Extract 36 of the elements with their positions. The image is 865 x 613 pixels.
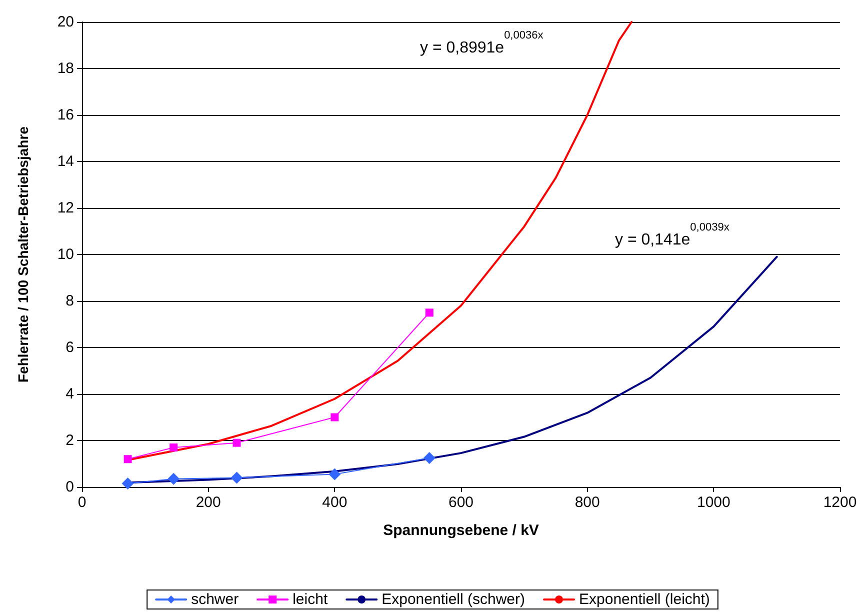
- y-tick-label: 18: [57, 60, 74, 77]
- y-tick-label: 10: [57, 246, 74, 263]
- point: [330, 413, 339, 422]
- annotation: y = 0,141e0,0039x: [615, 222, 730, 248]
- point: [423, 452, 436, 464]
- x-tick-label: 0: [78, 494, 86, 511]
- legend-label: Exponentiell (leicht): [579, 591, 710, 608]
- y-tick-label: 2: [66, 432, 74, 449]
- x-tick-label: 1000: [696, 494, 730, 511]
- x-axis-title: Spannungsebene / kV: [383, 522, 539, 539]
- point: [122, 478, 134, 490]
- x-tick-label: 400: [322, 494, 348, 511]
- annotation: y = 0,8991e0,0036x: [420, 30, 544, 56]
- y-tick-label: 4: [66, 386, 74, 402]
- y-tick-label: 6: [66, 339, 74, 356]
- x-tick-label: 1200: [823, 494, 857, 511]
- point: [425, 308, 434, 317]
- y-tick-label: 14: [57, 153, 74, 170]
- y-tick-label: 0: [66, 478, 74, 496]
- y-tick-label: 16: [57, 106, 74, 124]
- point: [124, 455, 132, 464]
- y-tick-label: 20: [57, 14, 74, 30]
- x-tick-label: 600: [448, 494, 474, 511]
- legend-label: schwer: [191, 591, 239, 608]
- x-tick-label: 800: [574, 494, 600, 511]
- point: [230, 472, 243, 484]
- legend-label: leicht: [292, 591, 328, 608]
- point: [328, 468, 341, 480]
- point: [168, 472, 180, 485]
- y-axis-title: Fehlerrate / 100 Schalter-Betriebsjahre: [15, 126, 31, 383]
- point: [170, 443, 178, 452]
- y-tick-label: 8: [66, 292, 74, 310]
- y-tick-label: 12: [57, 200, 74, 216]
- x-tick-label: 200: [196, 494, 221, 511]
- legend-label: Exponentiell (schwer): [382, 591, 526, 608]
- point: [232, 438, 241, 447]
